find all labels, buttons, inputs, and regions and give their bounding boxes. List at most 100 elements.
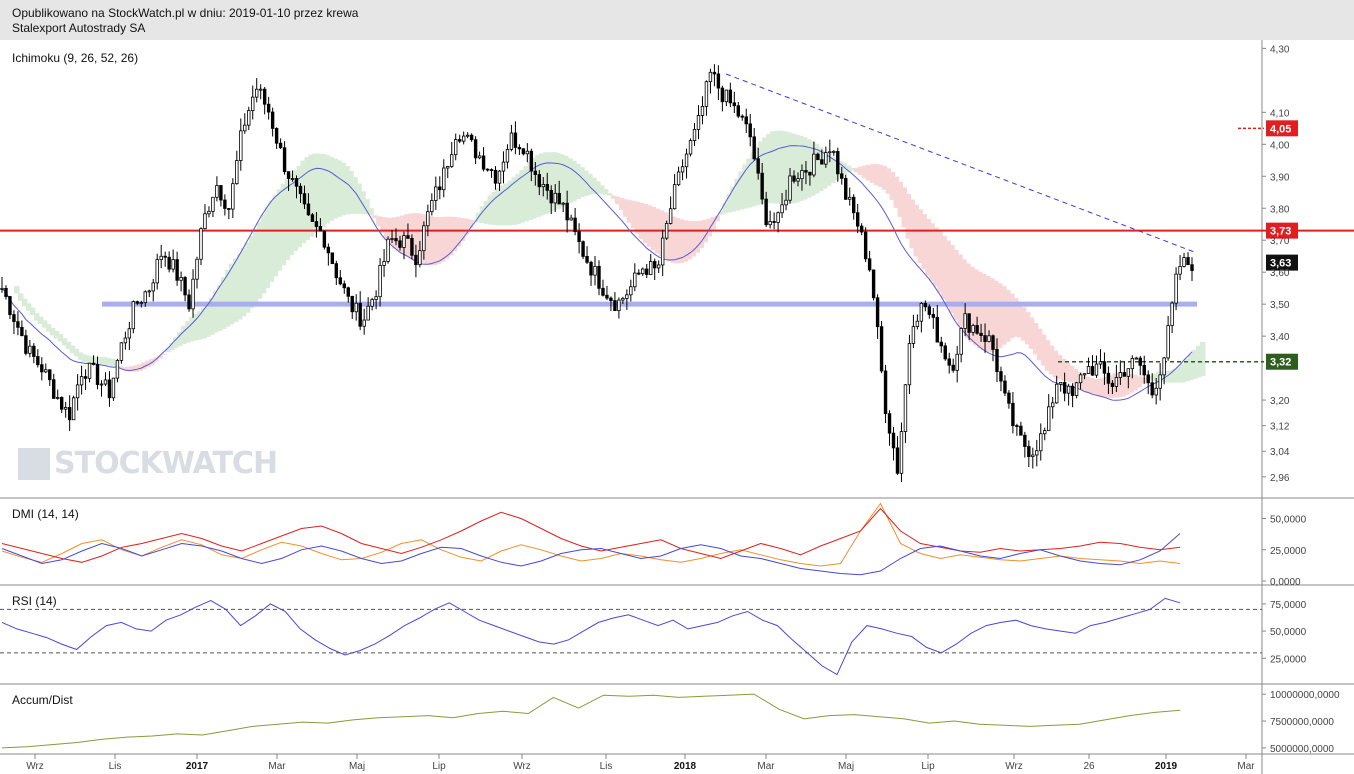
cloud-segment <box>606 193 613 196</box>
candle-body <box>255 88 259 98</box>
candle-body <box>426 211 430 227</box>
candle-body <box>398 240 402 248</box>
cloud-segment <box>825 153 832 186</box>
cloud-segment <box>805 139 812 198</box>
candle-body <box>24 335 28 354</box>
candle-body <box>44 369 48 373</box>
candle-body <box>390 238 394 240</box>
rsi-tick-label: 25,0000 <box>1270 654 1307 665</box>
candle-body <box>223 199 227 209</box>
candles <box>0 64 1194 482</box>
price-label-text: 3,32 <box>1270 357 1291 369</box>
cloud-segment <box>288 174 295 256</box>
cloud-segment <box>41 320 48 328</box>
cloud-segment <box>224 269 231 327</box>
price-tick-label: 2,96 <box>1270 473 1290 484</box>
candle-body <box>32 345 36 357</box>
cloud-segment <box>523 165 529 222</box>
candle-body <box>87 362 92 379</box>
candle-body <box>637 272 641 275</box>
candle-body <box>529 150 534 172</box>
candle-body <box>1094 363 1099 376</box>
cloud-segment <box>260 214 267 294</box>
candle-body <box>1130 358 1135 370</box>
x-tick-label: Maj <box>838 761 854 772</box>
cloud-segment <box>252 229 259 304</box>
cloud-segment <box>905 193 911 239</box>
candle-body <box>1090 366 1095 376</box>
cloud-segment <box>308 154 314 237</box>
cloud-segment <box>328 156 334 221</box>
cloud-segment <box>411 213 418 260</box>
cloud-segment <box>726 194 732 213</box>
cloud-segment <box>169 343 175 350</box>
cloud-segment <box>849 168 856 171</box>
candle-body <box>243 124 247 132</box>
cloud-segment <box>455 217 462 247</box>
x-tick-label: 2018 <box>674 761 697 772</box>
candle-body <box>748 123 752 138</box>
cloud-segment <box>1124 373 1130 395</box>
candle-body <box>16 321 20 328</box>
cloud-segment <box>646 205 653 247</box>
cloud-segment <box>678 219 685 264</box>
candle-body <box>342 283 346 289</box>
cloud-segment <box>790 133 796 204</box>
cloud-segment <box>841 162 848 175</box>
candle-body <box>541 184 545 188</box>
candle-body <box>696 115 701 130</box>
cloud-segment <box>782 131 788 205</box>
cloud-segment <box>447 216 454 256</box>
cloud-segment <box>837 161 844 178</box>
cloud-segment <box>1080 374 1087 391</box>
cloud-segment <box>1184 358 1190 382</box>
candle-body <box>143 291 147 304</box>
candle-body <box>1058 382 1063 385</box>
cloud-segment <box>921 214 927 269</box>
cloud-segment <box>292 170 299 251</box>
candle-body <box>852 196 856 214</box>
candle-body <box>40 364 44 373</box>
cloud-segment <box>949 245 955 313</box>
cloud-segment <box>85 355 92 364</box>
candle-body <box>565 202 569 221</box>
candle-body <box>764 198 768 226</box>
cloud-segment <box>981 273 987 351</box>
cloud-segment <box>706 218 712 237</box>
candle-body <box>454 139 458 156</box>
cloud-segment <box>1048 345 1055 375</box>
cloud-segment <box>157 355 163 359</box>
candle-body <box>318 226 323 232</box>
cloud-segment <box>897 181 904 217</box>
candle-body <box>115 359 120 379</box>
chart-area[interactable]: 4,05 3,73 3,32 3,63 4,30 4,10 4,00 3,90 3,80 3,70… <box>0 40 1354 774</box>
ad-tick-label: 10000000,0000 <box>1270 690 1340 701</box>
cloud-segment <box>511 177 517 225</box>
cloud-segment <box>407 213 414 259</box>
cloud-segment <box>208 297 215 335</box>
candle-body <box>549 189 553 204</box>
candle-body <box>517 147 522 150</box>
cloud-segment <box>435 217 442 264</box>
cloud-segment <box>917 209 923 264</box>
cloud-segment <box>989 278 995 353</box>
x-tick-label: 26 <box>1083 761 1095 772</box>
cloud-segment <box>33 313 40 321</box>
cloud-segment <box>1068 365 1075 383</box>
cloud-segment <box>244 242 251 313</box>
x-tick-label: 2017 <box>186 761 209 772</box>
cloud-segment <box>61 338 68 346</box>
cloud-segment <box>181 325 187 345</box>
cloud-segment <box>634 201 641 234</box>
candle-body <box>557 192 561 205</box>
candle-body <box>167 256 171 270</box>
cloud-segment <box>340 162 346 216</box>
candle-body <box>1158 374 1162 389</box>
price-tick-label: 4,10 <box>1270 108 1290 119</box>
last-price-box <box>1266 254 1298 271</box>
cloud-segment <box>1001 286 1007 345</box>
cloud-segment <box>734 178 740 211</box>
cloud-segment <box>352 176 358 214</box>
cloud-segment <box>527 161 533 220</box>
cloud-segment <box>1032 323 1039 355</box>
